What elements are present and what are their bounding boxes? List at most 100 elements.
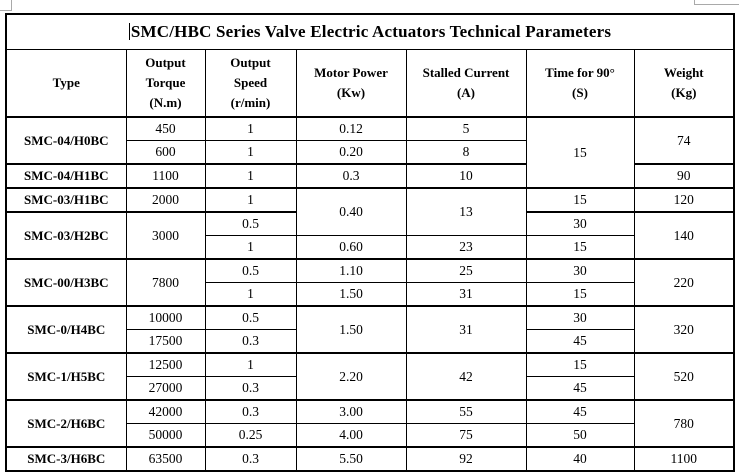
header-line: Type bbox=[52, 74, 80, 90]
value-cell: 63500 bbox=[125, 446, 206, 472]
table-row: 1 0.60 23 15 bbox=[6, 235, 734, 260]
value-cell: 10000 bbox=[125, 305, 206, 330]
header-line: (N.m) bbox=[149, 95, 182, 111]
value-cell: 140 bbox=[633, 211, 735, 260]
table-title-cell: SMC/HBC Series Valve Electric Actuators … bbox=[5, 13, 735, 50]
value-cell: 31 bbox=[405, 305, 527, 354]
value-cell: 520 bbox=[633, 352, 735, 401]
value-cell: 15 bbox=[525, 187, 635, 213]
header-line: (Kw) bbox=[336, 85, 366, 100]
table-row: SMC-2/H6BC 42000 0.3 3.00 55 45 780 bbox=[5, 399, 735, 448]
table-title: SMC/HBC Series Valve Electric Actuators … bbox=[130, 22, 612, 41]
value-cell: 0.60 bbox=[295, 235, 407, 260]
header-line: (A) bbox=[456, 85, 476, 100]
value-cell: 0.12 bbox=[295, 116, 407, 141]
column-header-output-torque: Output Torque (N.m) bbox=[125, 49, 206, 118]
value-cell: 27000 bbox=[125, 376, 206, 401]
header-line: Motor Power bbox=[314, 64, 388, 80]
value-cell: 1 bbox=[204, 282, 297, 307]
type-cell: SMC-3/H6BC bbox=[5, 446, 127, 472]
type-cell: SMC-2/H6BC bbox=[5, 399, 127, 448]
value-cell: 45 bbox=[525, 376, 635, 401]
header-line: Time for 90° bbox=[545, 64, 615, 80]
value-cell: 0.3 bbox=[204, 399, 297, 424]
column-header-stalled-current: Stalled Current (A) bbox=[405, 49, 527, 118]
value-cell: 7800 bbox=[125, 258, 206, 307]
value-cell: 1100 bbox=[633, 446, 735, 472]
type-cell: SMC-04/H0BC bbox=[5, 116, 127, 165]
value-cell: 0.5 bbox=[204, 211, 297, 236]
value-cell: 45 bbox=[525, 329, 635, 354]
value-cell: 0.20 bbox=[295, 140, 407, 165]
value-cell: 780 bbox=[633, 399, 735, 448]
value-cell: 0.40 bbox=[295, 187, 407, 236]
value-cell: 42 bbox=[405, 352, 527, 401]
value-cell: 220 bbox=[633, 258, 735, 307]
value-cell: 15 bbox=[525, 235, 635, 260]
header-line: (S) bbox=[572, 85, 588, 100]
value-cell: 1 bbox=[204, 187, 297, 213]
value-cell: 25 bbox=[405, 258, 527, 283]
value-cell: 30 bbox=[525, 305, 635, 330]
value-cell: 17500 bbox=[125, 329, 206, 354]
value-cell: 2.20 bbox=[295, 352, 407, 401]
value-cell: 3000 bbox=[125, 211, 206, 260]
value-cell: 50 bbox=[525, 423, 635, 448]
value-cell: 5.50 bbox=[295, 446, 407, 472]
value-cell: 5 bbox=[405, 116, 527, 141]
value-cell: 600 bbox=[125, 140, 206, 165]
value-cell: 1.50 bbox=[295, 305, 407, 354]
value-cell: 8 bbox=[405, 140, 527, 165]
header-line: Output bbox=[230, 54, 271, 70]
value-cell: 55 bbox=[405, 399, 527, 424]
value-cell: 13 bbox=[405, 187, 527, 236]
type-cell: SMC-04/H1BC bbox=[5, 163, 127, 189]
value-cell: 0.3 bbox=[204, 329, 297, 354]
value-cell: 90 bbox=[633, 163, 735, 189]
value-cell: 40 bbox=[525, 446, 635, 472]
type-cell: SMC-03/H2BC bbox=[5, 211, 127, 260]
type-cell: SMC-1/H5BC bbox=[5, 352, 127, 401]
value-cell: 1 bbox=[204, 116, 297, 141]
value-cell: 75 bbox=[405, 423, 527, 448]
table-handle-corner-top-left bbox=[0, 0, 12, 11]
value-cell: 30 bbox=[525, 258, 635, 283]
column-header-output-speed: Output Speed (r/min) bbox=[204, 49, 297, 118]
title-row: SMC/HBC Series Valve Electric Actuators … bbox=[5, 13, 735, 50]
type-cell: SMC-0/H4BC bbox=[5, 305, 127, 354]
header-row: Type Output Torque (N.m) Output Speed (r/min) M… bbox=[5, 49, 735, 118]
table-row: 50000 0.25 4.00 75 50 bbox=[6, 423, 734, 448]
type-cell: SMC-00/H3BC bbox=[5, 258, 127, 307]
column-header-type: Type bbox=[5, 49, 127, 118]
value-cell: 1.10 bbox=[295, 258, 407, 283]
value-cell: 0.3 bbox=[295, 163, 407, 189]
type-cell: SMC-03/H1BC bbox=[5, 187, 127, 213]
column-header-motor-power: Motor Power (Kw) bbox=[295, 49, 407, 118]
value-cell: 0.3 bbox=[204, 376, 297, 401]
value-cell: 10 bbox=[405, 163, 527, 189]
table-row: SMC-0/H4BC 10000 0.5 1.50 31 30 320 bbox=[5, 305, 735, 354]
value-cell: 15 bbox=[525, 352, 635, 377]
value-cell: 15 bbox=[525, 282, 635, 307]
value-cell: 1 bbox=[204, 140, 297, 165]
value-cell: 31 bbox=[405, 282, 527, 307]
value-cell: 1 bbox=[204, 352, 297, 377]
value-cell: 45 bbox=[525, 399, 635, 424]
header-line: (Kg) bbox=[671, 85, 697, 100]
technical-parameters-table: SMC/HBC Series Valve Electric Actuators … bbox=[5, 13, 736, 472]
value-cell: 1100 bbox=[125, 163, 206, 189]
header-line: (r/min) bbox=[230, 95, 271, 111]
value-cell: 42000 bbox=[125, 399, 206, 424]
header-line: Speed bbox=[233, 74, 268, 90]
table-row: 1 1.50 31 15 bbox=[6, 282, 734, 307]
table-row: SMC-04/H0BC 450 1 0.12 5 15 74 bbox=[5, 116, 735, 189]
header-line: Stalled Current bbox=[422, 64, 510, 80]
value-cell: 1.50 bbox=[295, 282, 407, 307]
value-cell: 23 bbox=[405, 235, 527, 260]
table-row: SMC-03/H2BC 3000 0.5 30 140 bbox=[5, 211, 735, 260]
value-cell: 450 bbox=[125, 116, 206, 141]
table-row: SMC-1/H5BC 12500 1 2.20 42 15 520 bbox=[5, 352, 735, 401]
table-row: SMC-00/H3BC 7800 0.5 1.10 25 30 220 bbox=[5, 258, 735, 307]
header-line: Torque bbox=[145, 74, 186, 90]
value-cell: 12500 bbox=[125, 352, 206, 377]
